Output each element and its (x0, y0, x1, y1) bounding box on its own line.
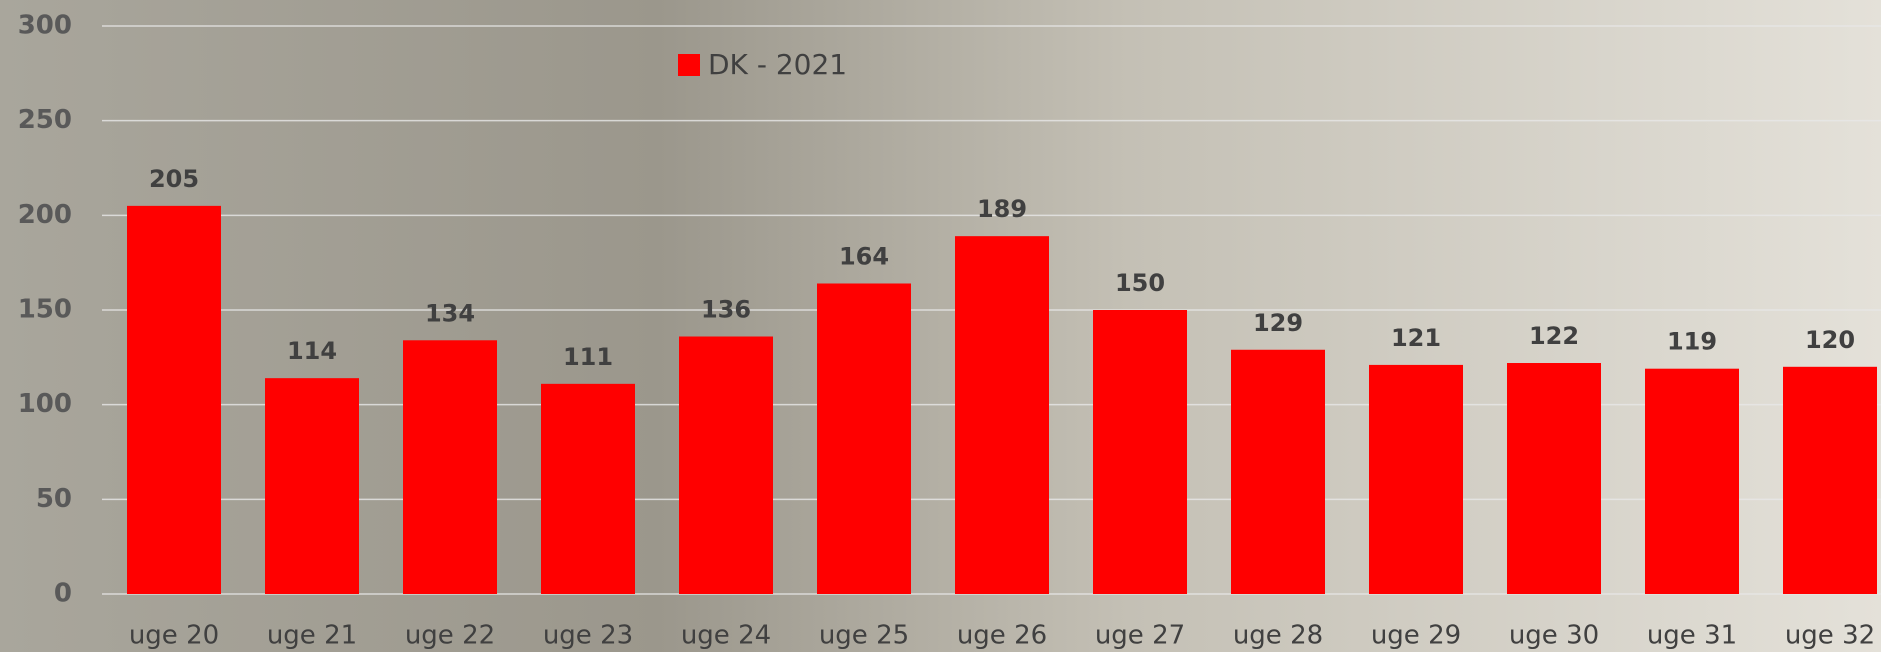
x-tick-label: uge 22 (405, 621, 495, 651)
value-label: 120 (1805, 326, 1855, 354)
value-label: 189 (977, 195, 1027, 223)
y-tick-label: 0 (54, 579, 72, 609)
legend-swatch (678, 54, 700, 76)
y-tick-label: 250 (18, 105, 72, 135)
x-tick-label: uge 32 (1785, 621, 1875, 651)
value-label: 205 (149, 165, 199, 193)
value-label: 134 (425, 299, 475, 327)
x-tick-label: uge 24 (681, 621, 771, 651)
value-label: 129 (1253, 309, 1303, 337)
x-tick-label: uge 25 (819, 621, 909, 651)
x-tick-label: uge 26 (957, 621, 1047, 651)
value-label: 114 (287, 337, 337, 365)
bar (955, 236, 1049, 594)
chart: 0 50 100 150 200 250 300 uge 20 uge 21 uge 22 uge … (0, 0, 1881, 652)
value-label: 136 (701, 296, 751, 324)
y-tick-label: 150 (18, 295, 72, 325)
bar (1507, 363, 1601, 594)
value-label: 122 (1529, 322, 1579, 350)
y-tick-label: 50 (36, 484, 72, 514)
x-tick-label: uge 30 (1509, 621, 1599, 651)
value-label: 164 (839, 242, 889, 270)
x-tick-label: uge 31 (1647, 621, 1737, 651)
bar (679, 337, 773, 594)
bar (403, 340, 497, 594)
legend-label: DK - 2021 (708, 48, 847, 81)
bar (127, 206, 221, 594)
value-label: 150 (1115, 269, 1165, 297)
bar (541, 384, 635, 594)
bar (1231, 350, 1325, 594)
bar (1093, 310, 1187, 594)
x-tick-label: uge 20 (129, 621, 219, 651)
bar (817, 283, 911, 594)
x-tick-label: uge 23 (543, 621, 633, 651)
x-tick-label: uge 28 (1233, 621, 1323, 651)
value-label: 119 (1667, 328, 1717, 356)
x-tick-label: uge 27 (1095, 621, 1185, 651)
bar (1783, 367, 1877, 594)
bar (1645, 369, 1739, 594)
y-tick-label: 300 (18, 11, 72, 41)
bar (1369, 365, 1463, 594)
y-tick-label: 100 (18, 389, 72, 419)
x-tick-label: uge 29 (1371, 621, 1461, 651)
value-label: 111 (563, 343, 613, 371)
x-tick-label: uge 21 (267, 621, 357, 651)
value-label: 121 (1391, 324, 1441, 352)
y-tick-label: 200 (18, 200, 72, 230)
bar (265, 378, 359, 594)
